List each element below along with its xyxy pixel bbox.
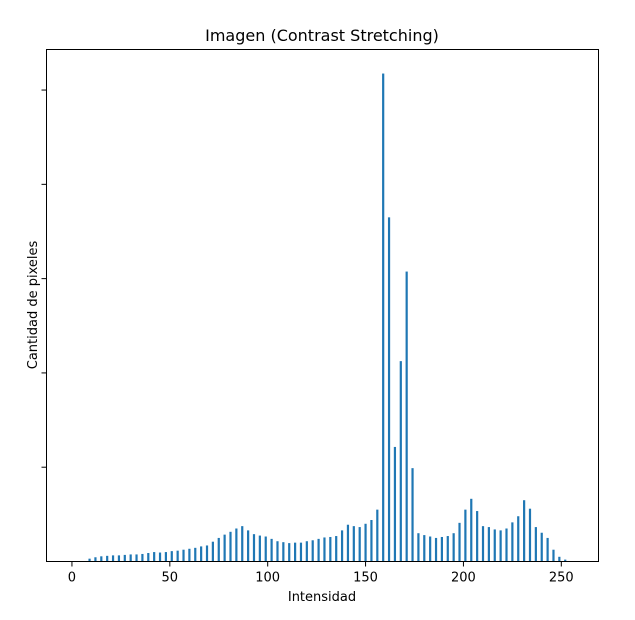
histogram-bar <box>340 530 344 562</box>
histogram-bar <box>241 526 244 562</box>
chart-title: Imagen (Contrast Stretching) <box>205 26 439 45</box>
histogram-bar <box>499 530 502 562</box>
histogram-bar <box>387 217 391 562</box>
histogram-bar <box>288 543 291 562</box>
histogram-bar <box>229 531 232 562</box>
histogram-bar <box>211 541 214 562</box>
histogram-bar <box>399 361 402 562</box>
x-axis-ticks: 0 50 100 150 200 250 <box>68 561 574 586</box>
histogram-bar <box>346 524 350 562</box>
histogram-bar <box>252 534 256 562</box>
x-tick-label: 50 <box>162 571 179 586</box>
histogram-bar <box>429 536 432 562</box>
histogram-bar <box>352 526 355 562</box>
histogram-bar <box>247 530 250 562</box>
histogram-bar <box>129 554 132 562</box>
histogram-bar <box>176 550 179 562</box>
histogram-bar <box>382 73 385 562</box>
histogram-bar <box>235 528 238 562</box>
histogram-bar <box>323 537 326 562</box>
histogram-bar <box>534 527 537 562</box>
histogram-bar <box>182 549 185 562</box>
histogram-bar <box>505 528 508 562</box>
histogram-bar <box>305 541 308 562</box>
histogram-bar <box>376 509 379 562</box>
histogram-bar <box>493 529 496 562</box>
histogram-bar <box>517 516 520 562</box>
histogram-bar <box>558 556 561 562</box>
histogram-bar <box>452 533 455 562</box>
histogram-bar <box>470 498 473 562</box>
histogram-bar <box>106 555 109 562</box>
histogram-bar <box>552 549 555 562</box>
histogram-bar <box>270 538 273 562</box>
bars-group <box>88 73 567 562</box>
histogram-bar <box>434 537 438 562</box>
histogram-bar <box>282 542 285 562</box>
histogram-bar <box>264 536 267 562</box>
histogram-bar <box>528 508 532 562</box>
histogram-bar <box>117 555 121 562</box>
histogram-bar <box>329 536 332 562</box>
histogram-bar <box>88 558 91 562</box>
histogram-bar <box>276 541 279 562</box>
histogram-bar <box>564 559 567 562</box>
histogram-bar <box>405 271 408 562</box>
histogram-bar <box>164 552 167 562</box>
histogram-bar <box>135 554 138 562</box>
histogram-bar <box>147 553 150 562</box>
histogram-bar <box>153 552 156 562</box>
histogram-bar <box>170 551 173 562</box>
histogram-bar <box>440 536 443 562</box>
histogram-bar <box>217 537 220 562</box>
histogram-bar <box>100 556 103 562</box>
histogram-bar <box>335 536 338 562</box>
histogram-bar <box>311 540 314 562</box>
histogram-bar <box>481 526 485 562</box>
histogram-bar <box>158 552 162 562</box>
histogram-bar <box>294 542 297 562</box>
y-axis-ticks <box>41 89 47 468</box>
histogram-bar <box>258 535 261 562</box>
histogram-bar <box>358 527 361 562</box>
histogram-bar <box>540 532 543 562</box>
histogram-bar <box>205 545 209 562</box>
histogram-bar <box>458 522 461 562</box>
histogram-bar <box>94 557 97 562</box>
x-tick-label: 250 <box>549 571 574 586</box>
histogram-bar <box>546 537 549 562</box>
histogram-bar <box>393 446 397 562</box>
histogram-bar <box>411 468 414 562</box>
y-axis-label: Cantidad de pixeles <box>26 241 41 370</box>
histogram-bar <box>317 538 320 562</box>
x-axis-label: Intensidad <box>288 590 356 605</box>
plot-frame <box>46 49 599 562</box>
x-tick-label: 200 <box>451 571 476 586</box>
x-tick-label: 0 <box>68 571 76 586</box>
histogram-bar <box>487 527 490 562</box>
histogram-bar <box>123 554 126 562</box>
histogram-bar <box>194 547 197 562</box>
x-tick-label: 100 <box>255 571 280 586</box>
histogram-bar <box>223 534 226 562</box>
histogram-bar <box>364 523 367 562</box>
histogram-bar <box>188 548 191 562</box>
histogram-bar <box>476 511 479 562</box>
histogram-bar <box>417 533 420 562</box>
histogram-bar <box>200 546 203 562</box>
histogram-bar <box>523 500 526 562</box>
x-tick-label: 150 <box>353 571 378 586</box>
histogram-bar <box>511 522 514 562</box>
histogram-bar <box>423 535 426 562</box>
histogram-bar <box>446 536 449 562</box>
histogram-bar <box>464 509 467 562</box>
histogram-bar <box>299 542 303 562</box>
histogram-bar <box>370 520 373 562</box>
histogram-bar <box>141 553 144 562</box>
histogram-bar <box>111 555 115 562</box>
